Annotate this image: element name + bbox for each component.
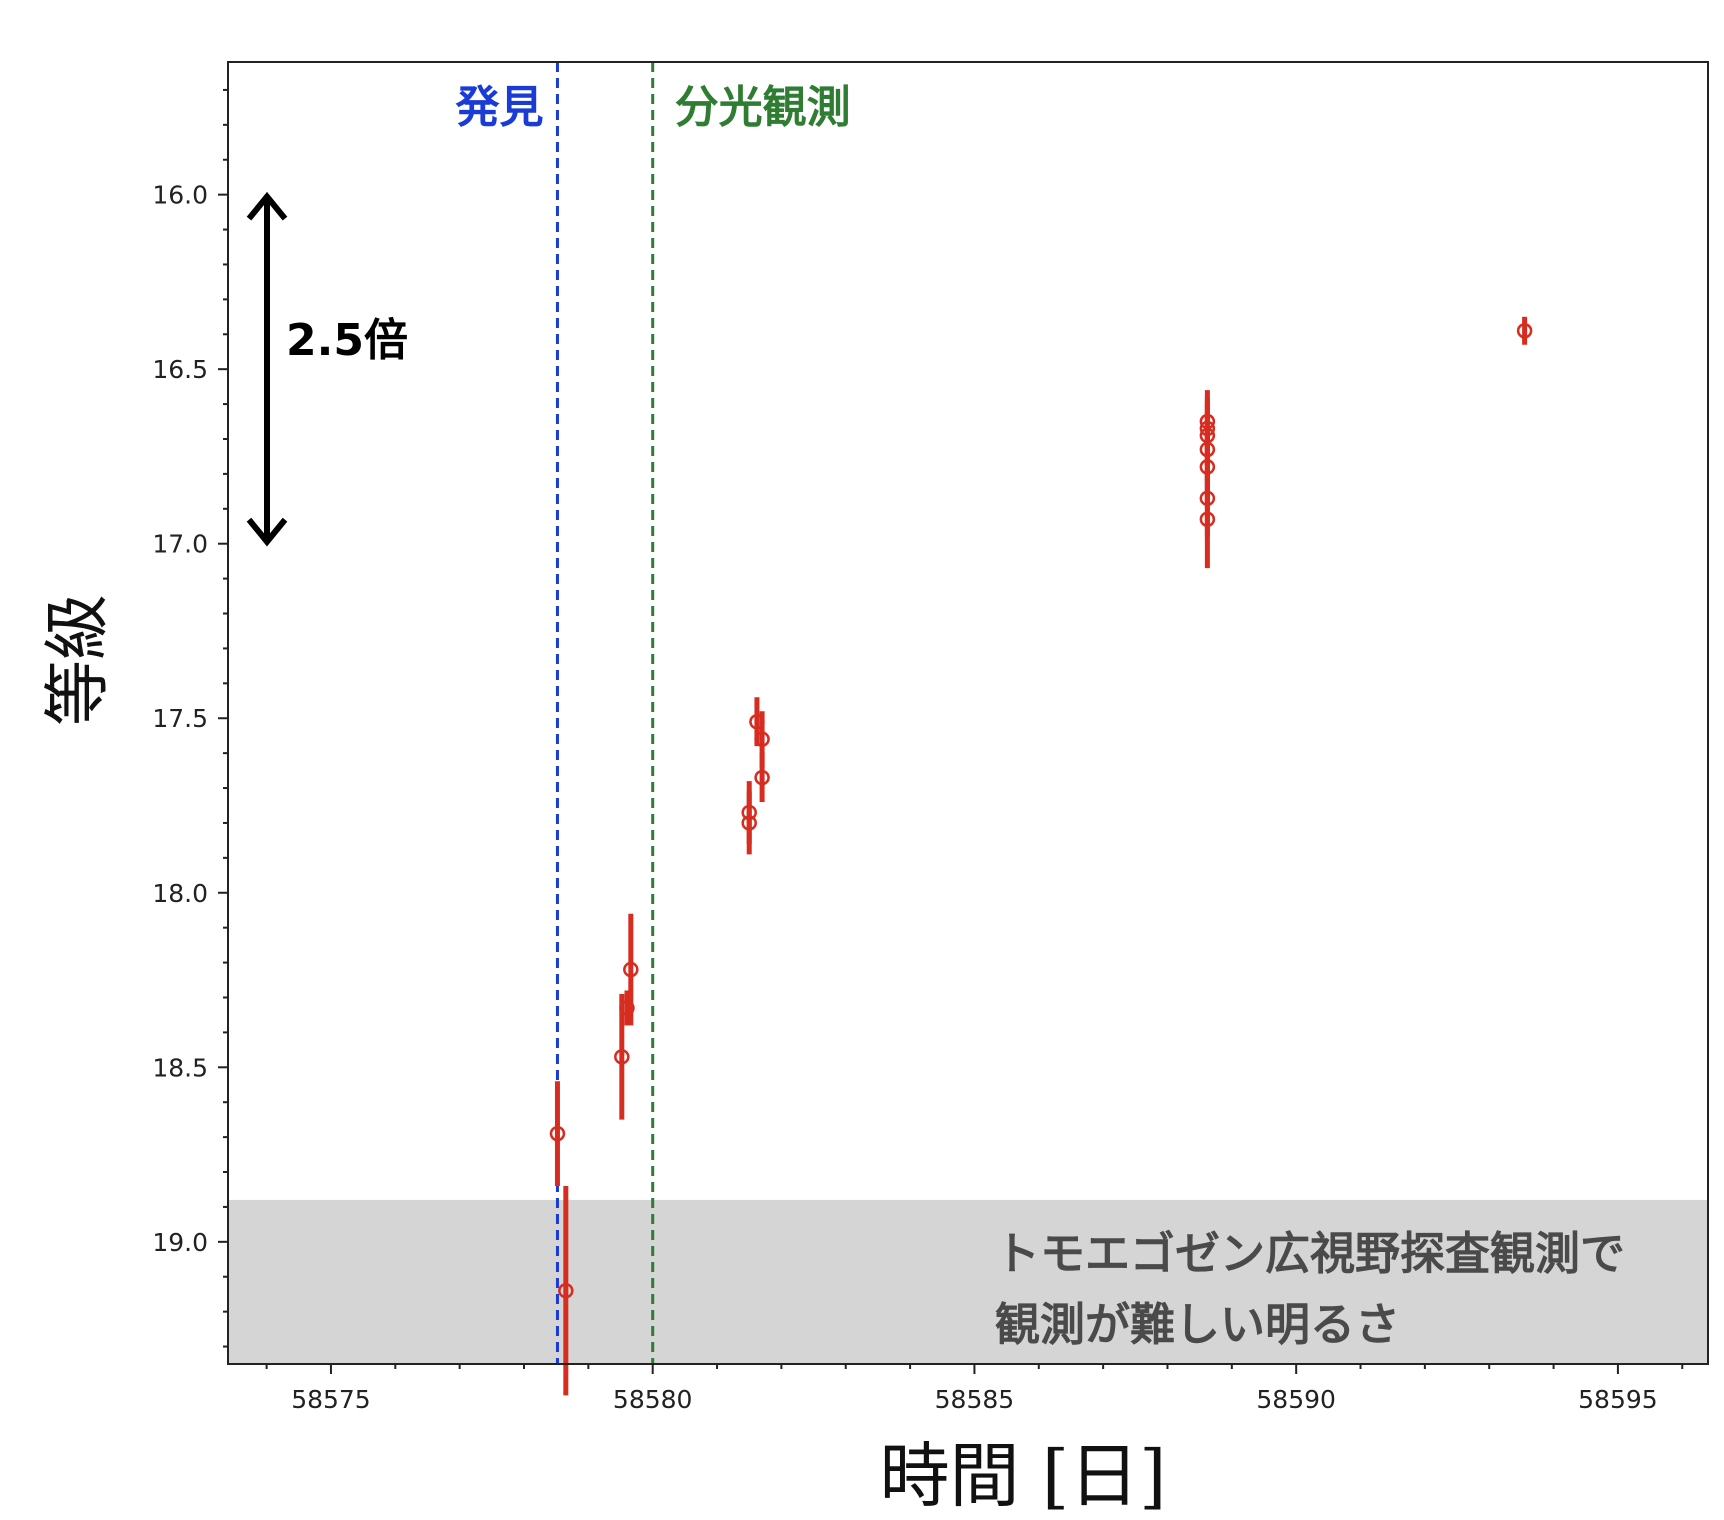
- x-tick-label: 58590: [1256, 1385, 1336, 1414]
- data-point: [558, 1282, 574, 1299]
- data-series: [549, 316, 1533, 1396]
- data-point: [1199, 511, 1216, 528]
- y-tick-label: 16.5: [152, 355, 208, 384]
- y-tick-label: 17.0: [152, 530, 208, 559]
- data-point: [754, 769, 770, 786]
- event-lines: 発見 分光観測: [454, 62, 851, 1364]
- y-tick-label: 18.5: [152, 1053, 208, 1082]
- arrow-head-top: [246, 191, 288, 221]
- difficult-brightness-region: トモエゴゼン広視野探査観測で 観測が難しい明るさ: [228, 1199, 1708, 1364]
- y-tick-label: 17.5: [152, 704, 208, 733]
- plot-frame: [227, 61, 1709, 1365]
- x-axis-label: 時間 [日]: [880, 1435, 1167, 1517]
- y-tick-label: 18.0: [152, 879, 208, 908]
- y-tick-label: 16.0: [152, 181, 208, 210]
- x-tick-label: 58580: [613, 1385, 693, 1414]
- scale-arrow-label: 2.5倍: [286, 315, 408, 366]
- scale-arrow: 2.5倍: [246, 191, 408, 547]
- x-tick-label: 58575: [291, 1385, 371, 1414]
- data-point: [549, 1125, 566, 1142]
- y-axis-label: 等級: [39, 594, 116, 726]
- difficult-brightness-band: [228, 1199, 1708, 1364]
- data-point: [623, 961, 639, 978]
- data-point: [1516, 323, 1533, 339]
- data-point: [614, 1049, 630, 1065]
- x-tick-label: 58595: [1578, 1385, 1658, 1414]
- event-label-1: 分光観測: [675, 82, 851, 133]
- x-axis-ticks: 58575 58580 58585 58590 58595: [265, 1364, 1684, 1414]
- difficult-brightness-label-line2: 観測が難しい明るさ: [995, 1298, 1400, 1351]
- data-point: [754, 731, 770, 747]
- data-point: [619, 1000, 635, 1016]
- data-point: [741, 815, 757, 831]
- y-axis-ticks: 16.0 16.5 17.0 17.5 18.0 18.5 19.0: [152, 88, 228, 1348]
- y-tick-label: 19.0: [152, 1228, 208, 1257]
- event-label-0: 発見: [454, 82, 543, 133]
- difficult-brightness-label-line1: トモエゴゼン広視野探査観測で: [995, 1227, 1625, 1280]
- arrow-head-bottom: [246, 517, 288, 547]
- x-tick-label: 58585: [935, 1385, 1015, 1414]
